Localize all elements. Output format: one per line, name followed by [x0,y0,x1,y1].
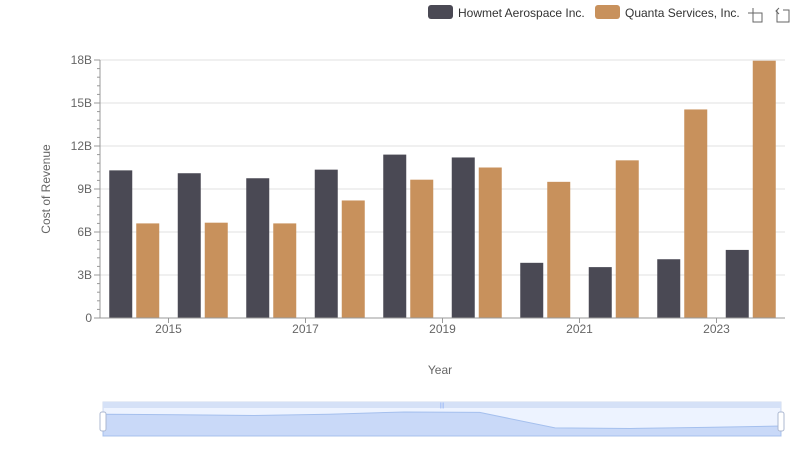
bar-howmet-2016[interactable] [246,178,270,318]
bar-howmet-2022[interactable] [657,259,681,318]
bar-howmet-2020[interactable] [520,262,544,318]
y-axis-title: Cost of Revenue [39,144,53,234]
bar-quanta-2020[interactable] [547,181,571,318]
bar-quanta-2021[interactable] [615,160,639,318]
bar-quanta-2023[interactable] [752,60,776,318]
legend: Howmet Aerospace Inc. Quanta Services, I… [428,5,740,20]
x-axis-title: Year [428,363,452,377]
bar-howmet-2017[interactable] [314,169,338,318]
y-tick-label: 15B [71,96,92,110]
y-tick-label: 9B [77,182,92,196]
zoom-icon[interactable] [748,8,763,23]
slider-top-bar[interactable] [103,402,781,408]
x-tick-label: 2023 [703,322,730,336]
bar-quanta-2017[interactable] [341,200,365,318]
restore-icon[interactable] [775,7,790,23]
legend-swatch-howmet [428,5,453,19]
bar-quanta-2015[interactable] [204,222,228,318]
y-tick-label: 12B [71,139,92,153]
bar-quanta-2014[interactable] [136,223,160,318]
axes: 0 3B 6B 9B 12B 15B 18B 2015 2017 2019 2021 2023 [71,53,785,336]
legend-swatch-quanta [595,5,620,19]
x-tick-label: 2015 [155,322,182,336]
y-tick-label: 0 [85,311,92,325]
x-tick-label: 2019 [429,322,456,336]
bar-howmet-2014[interactable] [109,170,133,318]
x-tick-label: 2017 [292,322,319,336]
y-tick-label: 6B [77,225,92,239]
bar-howmet-2021[interactable] [588,267,612,318]
bar-howmet-2023[interactable] [725,249,749,318]
bars [109,60,776,319]
legend-item-howmet[interactable]: Howmet Aerospace Inc. [428,5,585,20]
y-tick-label: 18B [71,53,92,67]
slider-preview [102,411,782,437]
bar-quanta-2019[interactable] [478,167,502,319]
data-zoom-slider[interactable]: ||| [99,401,785,437]
bar-howmet-2019[interactable] [451,157,475,318]
bar-quanta-2022[interactable] [684,109,708,318]
slider-drag-glyph: ||| [440,403,445,409]
legend-item-quanta[interactable]: Quanta Services, Inc. [595,5,740,20]
x-tick-label: 2021 [566,322,593,336]
legend-label-howmet: Howmet Aerospace Inc. [458,6,585,20]
bar-quanta-2016[interactable] [273,223,297,318]
legend-label-quanta: Quanta Services, Inc. [625,6,740,20]
slider-handle-left[interactable] [99,411,107,432]
slider-handle-right[interactable] [777,411,785,432]
grid [100,59,785,276]
bar-howmet-2015[interactable] [177,173,201,318]
bar-howmet-2018[interactable] [383,154,407,318]
y-tick-label: 3B [77,268,92,282]
bar-quanta-2018[interactable] [410,179,434,318]
